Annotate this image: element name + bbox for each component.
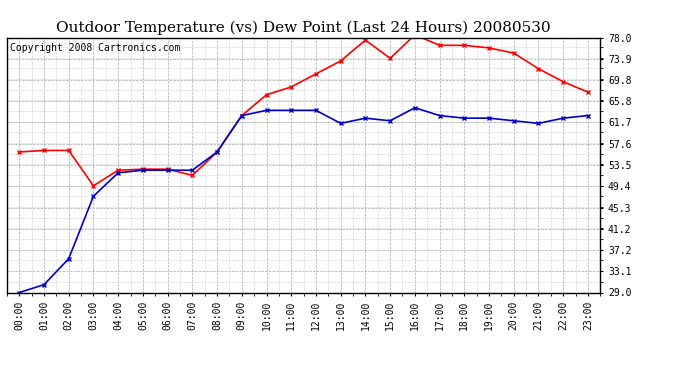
Title: Outdoor Temperature (vs) Dew Point (Last 24 Hours) 20080530: Outdoor Temperature (vs) Dew Point (Last…: [57, 21, 551, 35]
Text: Copyright 2008 Cartronics.com: Copyright 2008 Cartronics.com: [10, 43, 180, 52]
